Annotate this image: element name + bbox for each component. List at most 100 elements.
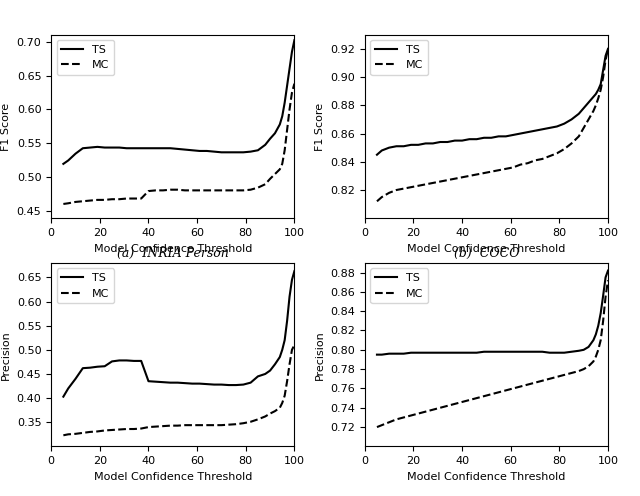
TS [444, 350, 451, 356]
MC [531, 379, 539, 385]
MC [159, 423, 167, 429]
MC [285, 361, 293, 367]
MC [604, 277, 612, 283]
MC [415, 183, 422, 189]
MC [284, 127, 291, 133]
MC [239, 420, 247, 426]
MC [288, 347, 296, 353]
MC [451, 176, 459, 182]
TS [115, 358, 123, 364]
TS [599, 293, 607, 299]
TS [602, 53, 609, 59]
TS [585, 344, 593, 350]
TS [152, 145, 159, 151]
MC [86, 197, 94, 203]
TS [400, 143, 408, 149]
TS [196, 380, 204, 386]
TS [278, 113, 286, 119]
TS [546, 350, 554, 356]
MC [271, 171, 279, 177]
MC [239, 187, 247, 193]
MC [524, 381, 532, 387]
MC [101, 197, 109, 203]
TS [159, 379, 167, 385]
MC [502, 387, 509, 393]
TS [254, 147, 262, 153]
MC [93, 429, 101, 434]
TS [138, 145, 145, 151]
TS [108, 144, 116, 150]
TS [211, 149, 218, 155]
MC [196, 422, 204, 428]
TS [385, 351, 393, 357]
TS [203, 381, 211, 387]
TS [188, 147, 196, 153]
X-axis label: Model Confidence Threshold: Model Confidence Threshold [407, 244, 566, 253]
TS [166, 379, 174, 385]
MC [568, 140, 575, 146]
TS [589, 337, 597, 343]
TS [145, 378, 152, 384]
MC [60, 201, 67, 207]
MC [602, 57, 609, 63]
TS [553, 350, 561, 356]
MC [130, 426, 138, 432]
MC [597, 337, 605, 343]
Legend: TS, MC: TS, MC [57, 268, 114, 303]
MC [79, 430, 86, 436]
TS [415, 142, 422, 148]
MC [436, 405, 444, 411]
MC [436, 179, 444, 185]
MC [218, 422, 225, 428]
TS [561, 350, 568, 356]
MC [553, 374, 561, 380]
MC [597, 87, 605, 93]
MC [575, 133, 582, 139]
MC [480, 170, 488, 176]
MC [538, 378, 546, 384]
TS [130, 358, 138, 364]
TS [239, 149, 247, 155]
TS [86, 144, 94, 150]
X-axis label: Model Confidence Threshold: Model Confidence Threshold [407, 472, 566, 482]
MC [65, 200, 72, 206]
TS [465, 136, 473, 142]
Line: MC: MC [377, 49, 608, 201]
MC [488, 169, 495, 175]
TS [373, 152, 381, 158]
TS [436, 350, 444, 356]
TS [181, 380, 189, 386]
MC [429, 180, 436, 186]
MC [400, 186, 408, 191]
MC [196, 187, 204, 193]
MC [232, 421, 240, 427]
TS [181, 147, 189, 153]
TS [589, 94, 597, 100]
MC [524, 160, 532, 166]
MC [188, 187, 196, 193]
MC [86, 429, 94, 435]
MC [247, 186, 255, 192]
TS [597, 310, 605, 316]
MC [225, 187, 232, 193]
TS [604, 268, 612, 274]
TS [568, 349, 575, 355]
MC [465, 397, 473, 403]
MC [429, 407, 436, 413]
MC [278, 161, 286, 167]
MC [509, 165, 517, 171]
TS [392, 143, 400, 149]
Line: TS: TS [63, 271, 294, 397]
TS [465, 350, 473, 356]
TS [538, 349, 546, 355]
MC [266, 411, 274, 417]
TS [480, 135, 488, 141]
MC [373, 424, 381, 430]
TS [580, 105, 588, 111]
TS [271, 130, 279, 136]
MC [101, 428, 109, 434]
MC [599, 318, 607, 324]
Legend: TS, MC: TS, MC [371, 268, 428, 303]
TS [436, 139, 444, 145]
TS [284, 318, 291, 324]
